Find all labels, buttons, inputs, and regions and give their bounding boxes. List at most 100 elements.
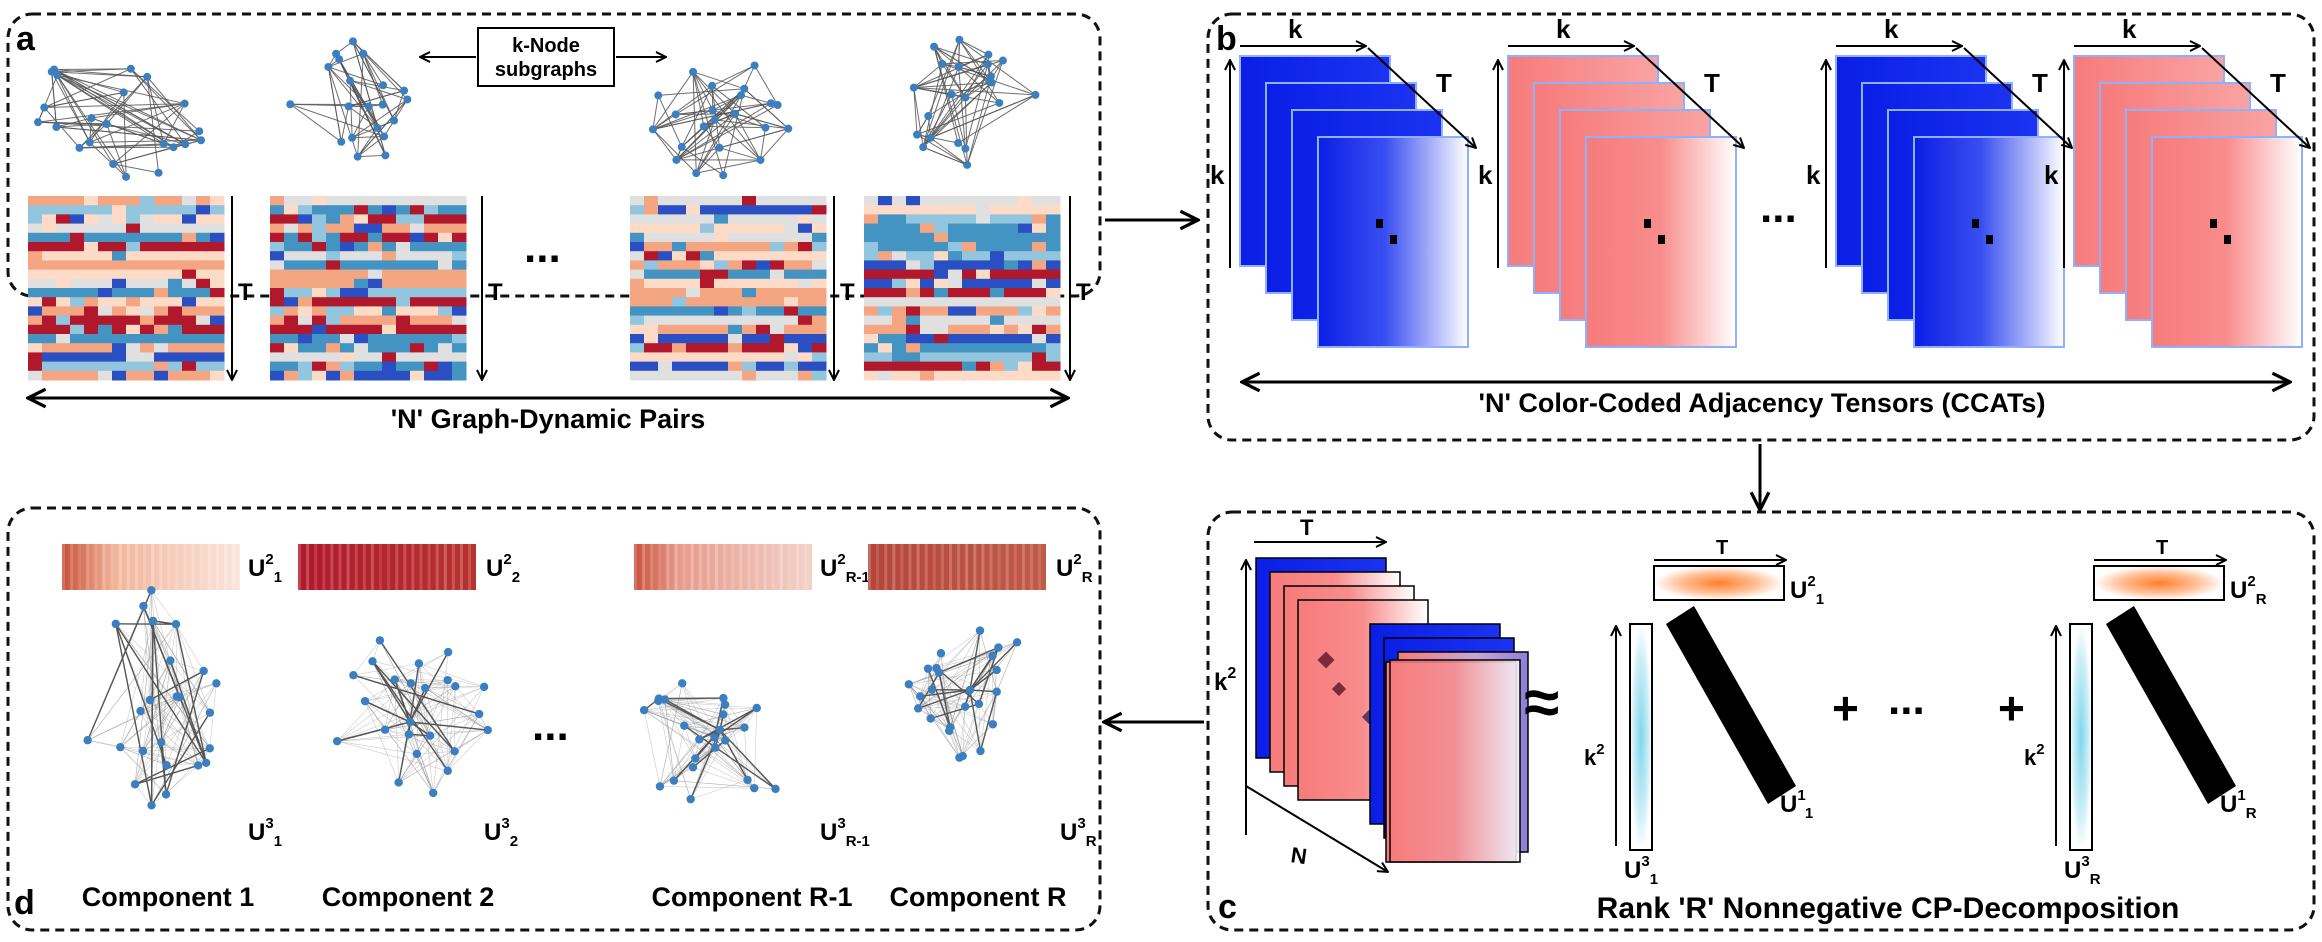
- dynamics-heatmap-4-cell: [892, 205, 907, 215]
- dynamics-heatmap-3-cell: [686, 361, 701, 372]
- dynamics-heatmap-4-cell: [920, 232, 935, 243]
- component-4-node: [992, 687, 1001, 696]
- dynamics-heatmap-2-cell: [284, 334, 299, 344]
- dynamics-heatmap-4-cell: [976, 269, 991, 280]
- dynamics-heatmap-4-cell: [906, 370, 921, 381]
- component-2-weak-edge: [454, 686, 456, 752]
- dynamics-heatmap-2-cell: [382, 232, 397, 243]
- dynamics-heatmap-4-cell: [976, 251, 991, 261]
- dynamics-heatmap-1-cell: [140, 214, 155, 225]
- dynamics-heatmap-2-cell: [284, 352, 299, 363]
- dynamics-heatmap-1-cell: [70, 232, 85, 243]
- dynamics-heatmap-3-cell: [756, 251, 771, 261]
- dynamics-heatmap-4-cell: [990, 205, 1005, 215]
- dynamics-heatmap-2-cell: [452, 269, 467, 280]
- panel-d-letter: d: [14, 884, 35, 922]
- u2-1-t-label: T: [1716, 537, 1728, 559]
- component-4-stripe: [973, 544, 977, 590]
- dynamics-heatmap-1-cell: [98, 232, 113, 243]
- dynamics-heatmap-1-cell: [84, 242, 99, 252]
- dynamics-heatmap-4-cell: [948, 370, 963, 381]
- subgraph-network-1-edge: [106, 123, 127, 178]
- component-3-stripe: [642, 544, 646, 590]
- dynamics-heatmap-1-cell: [168, 352, 183, 363]
- dynamics-heatmap-3-cell: [798, 260, 813, 271]
- dynamics-heatmap-1-cell: [98, 324, 113, 335]
- dynamics-heatmap-3-cell: [700, 232, 715, 243]
- dynamics-heatmap-2-cell: [270, 315, 285, 326]
- subgraph-network-3-node: [731, 109, 740, 118]
- dynamics-heatmap-4-cell: [906, 324, 921, 335]
- dynamics-heatmap-4-cell: [878, 370, 893, 381]
- dynamics-heatmap-4-cell: [990, 334, 1005, 344]
- dynamics-heatmap-2-cell: [452, 306, 467, 317]
- component-4-strong-edge: [930, 703, 980, 720]
- component-4-stripe: [1038, 544, 1042, 590]
- subgraph-network-3-node: [689, 67, 698, 76]
- component-3-stripe: [755, 544, 759, 590]
- component-4-weak-edge: [918, 647, 999, 709]
- dynamics-heatmap-2-cell: [396, 269, 411, 280]
- component-2-stripe: [443, 544, 447, 590]
- dynamics-heatmap-3-cell: [658, 370, 673, 381]
- dynamics-heatmap-4-cell: [864, 278, 879, 289]
- component-2-node: [412, 749, 422, 759]
- dynamics-heatmap-1-cell: [126, 278, 141, 289]
- dynamics-heatmap-2-cell: [396, 232, 411, 243]
- dynamics-heatmap-2-cell: [270, 205, 285, 215]
- component-4-node: [960, 702, 970, 711]
- u1-R-label: U1R: [2220, 787, 2257, 822]
- dynamics-heatmap-2-cell: [438, 196, 453, 206]
- dynamics-heatmap-2-cell: [326, 269, 341, 280]
- dynamics-heatmap-3-cell: [798, 315, 813, 326]
- component-4-node: [926, 714, 935, 723]
- dynamics-heatmap-2-cell: [312, 205, 327, 215]
- dynamics-heatmap-4-cell: [892, 214, 907, 225]
- component-4-weak-edge: [992, 691, 998, 725]
- dynamics-heatmap-1-cell: [28, 196, 43, 206]
- dynamics-heatmap-4-cell: [934, 251, 949, 261]
- component-2-u2-label: U22: [486, 551, 520, 586]
- dynamics-heatmap-2-cell: [354, 269, 369, 280]
- dynamics-heatmap-2-cell: [424, 370, 439, 381]
- dynamics-heatmap-3-cell: [798, 196, 813, 206]
- component-4-weak-edge: [927, 630, 981, 669]
- dynamics-heatmap-2-cell: [424, 288, 439, 298]
- dynamics-heatmap-4-cell: [1004, 297, 1019, 307]
- subgraph-network-1-edge: [57, 74, 185, 105]
- dynamics-heatmap-4-cell: [976, 232, 991, 243]
- dynamics-heatmap-4-cell: [878, 214, 893, 225]
- stacked-tensor: T k2 N: [1214, 515, 1529, 872]
- component-1-weak-edge: [143, 606, 151, 701]
- component-4-u2-label: U2R: [1056, 551, 1093, 586]
- dynamics-heatmap-1-cell: [84, 223, 99, 234]
- dynamics-heatmap-3-cell: [686, 269, 701, 280]
- dynamics-heatmap-4-cell: [976, 260, 991, 271]
- dynamics-heatmap-4-cell: [990, 315, 1005, 326]
- subgraph-network-2-node: [335, 55, 344, 64]
- dynamics-heatmap-4-cell: [878, 205, 893, 215]
- dynamics-heatmap-1-cell: [84, 315, 99, 326]
- dynamics-heatmap-2-cell: [340, 205, 355, 215]
- dynamics-heatmap-3-cell: [812, 242, 827, 252]
- dynamics-heatmap-1-cell: [168, 196, 183, 206]
- subgraph-network-3-edge: [695, 147, 720, 174]
- dynamics-heatmap-4-cell: [976, 205, 991, 215]
- component-4-weak-edge: [908, 684, 993, 725]
- component-2-node: [380, 725, 390, 734]
- component-4-stripe: [989, 544, 993, 590]
- dynamics-heatmap-2-cell: [424, 297, 439, 307]
- dynamics-heatmap-2-cell: [452, 242, 467, 252]
- dynamics-heatmap-4-cell: [1032, 352, 1047, 363]
- dynamics-heatmap-1-cell: [140, 370, 155, 381]
- ccat-tensor-4-entry: [2224, 235, 2231, 244]
- component-2-node: [450, 747, 459, 756]
- subgraph-network-2-node: [286, 100, 295, 109]
- dynamics-heatmap-1-cell: [210, 251, 225, 261]
- dynamics-heatmap-3-cell: [700, 269, 715, 280]
- dynamics-heatmap-2-cell: [354, 196, 369, 206]
- dynamics-heatmap-4-cell: [948, 352, 963, 363]
- component-4-weak-edge: [978, 703, 981, 751]
- dynamics-heatmap-2-cell: [270, 251, 285, 261]
